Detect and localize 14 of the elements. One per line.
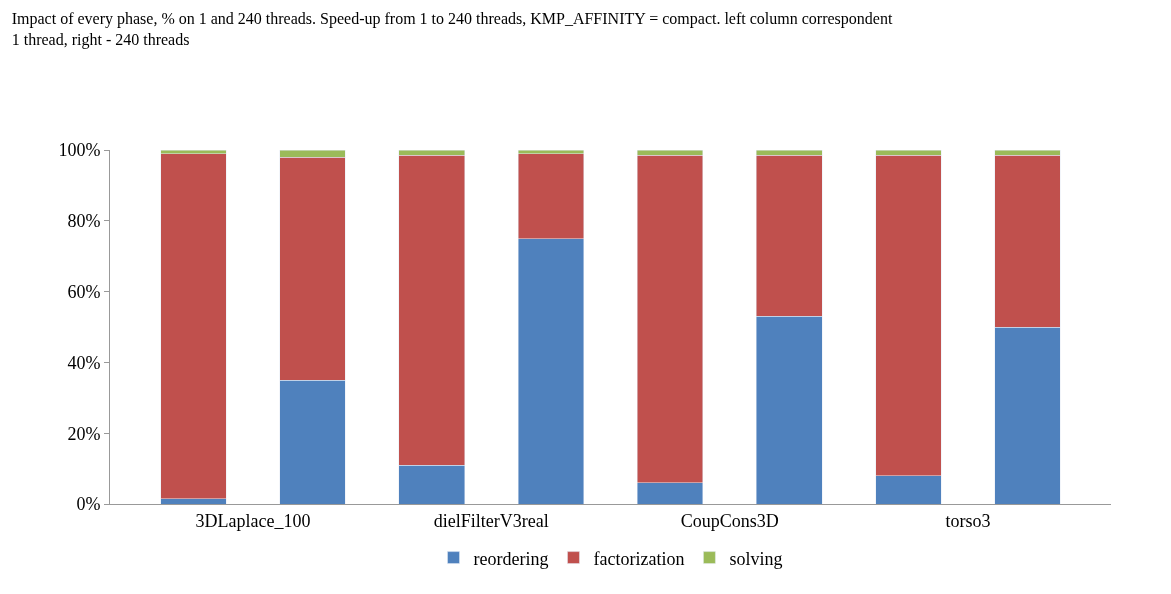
x-tick-label: dielFilterV3real [433, 510, 549, 531]
x-tick-label: CoupCons3D [680, 510, 779, 531]
y-tick-label: 80% [67, 211, 101, 232]
legend-label: solving [729, 548, 783, 569]
y-tick-label: 20% [67, 423, 101, 444]
x-tick-label: 3DLaplace_100 [195, 510, 311, 531]
y-tick-label: 40% [67, 352, 101, 373]
legend-label: factorization [593, 548, 685, 569]
x-tick-label: torso3 [945, 510, 991, 531]
y-tick-label: 0% [76, 494, 101, 515]
y-tick-label: 60% [67, 281, 101, 302]
legend-label: reordering [473, 548, 549, 569]
chart-title: Impact of every phase, % on 1 and 240 threads. Speed-up from 1 to 240 threads, KMP_AFFINITY = compact. left column correspondent 1 thread, right - 240 threads [11, 9, 893, 49]
y-tick-label: 100% [58, 140, 101, 161]
